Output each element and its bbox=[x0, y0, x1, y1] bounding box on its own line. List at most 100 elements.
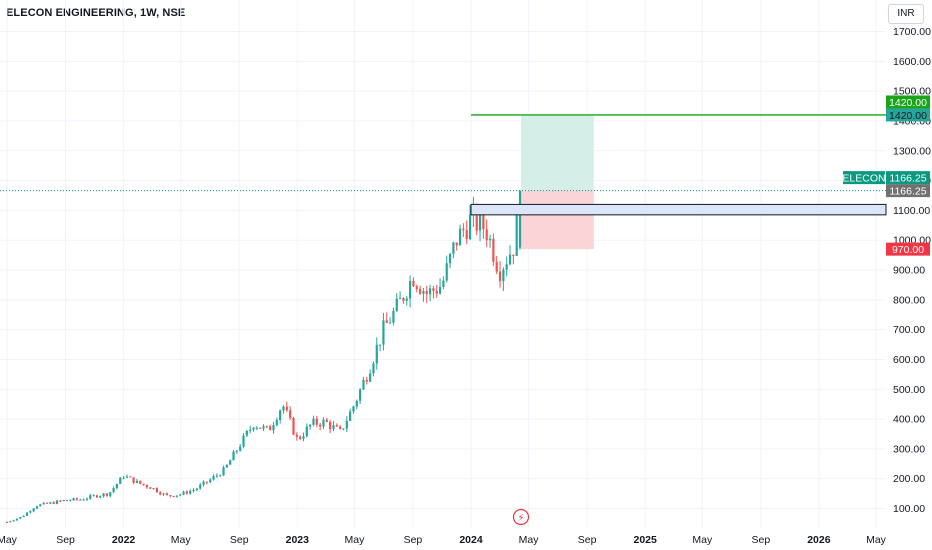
candle-body bbox=[29, 511, 32, 513]
candle-body bbox=[85, 498, 89, 500]
x-tick-label: Sep bbox=[56, 534, 75, 546]
candle-body bbox=[395, 298, 398, 311]
candle-body bbox=[232, 451, 235, 461]
candle-body bbox=[189, 490, 192, 494]
candle-body bbox=[15, 518, 19, 521]
candle-body bbox=[65, 500, 69, 502]
support-zone-box[interactable] bbox=[470, 203, 887, 216]
candle-body bbox=[365, 379, 368, 382]
candle-body bbox=[352, 406, 355, 412]
candle-body bbox=[242, 435, 245, 447]
candle-body bbox=[122, 477, 125, 479]
candle-body bbox=[142, 483, 145, 485]
candle-body bbox=[99, 496, 102, 498]
currency-selector[interactable]: INR bbox=[888, 4, 924, 24]
candle-body bbox=[468, 214, 472, 239]
candle-body bbox=[482, 213, 485, 230]
lightning-icon: ⚡ bbox=[517, 513, 524, 524]
candle-body bbox=[422, 291, 425, 294]
candle-body bbox=[349, 411, 352, 421]
candle-body bbox=[155, 488, 159, 493]
candle-body bbox=[432, 288, 435, 291]
candle-body bbox=[372, 363, 375, 374]
candle-body bbox=[415, 286, 418, 289]
candle-body bbox=[342, 428, 345, 430]
x-tick-label: Sep bbox=[751, 534, 770, 546]
candle-body bbox=[115, 483, 119, 489]
candle-body bbox=[225, 464, 228, 468]
candle-body bbox=[462, 228, 465, 231]
candle-body bbox=[92, 495, 95, 497]
profit-zone bbox=[520, 114, 594, 191]
candle-body bbox=[162, 493, 165, 495]
candle-body bbox=[322, 419, 325, 427]
y-tick-label: 800.00 bbox=[893, 294, 925, 306]
candle-body bbox=[212, 476, 215, 480]
price-axis[interactable]: 100.00 200.00 300.00 400.00 500.00 600.00 700.… bbox=[893, 26, 931, 515]
candle-body bbox=[355, 400, 358, 407]
price-label-badge bbox=[886, 171, 930, 185]
candle-body bbox=[62, 500, 65, 502]
candle-body bbox=[5, 521, 9, 523]
candle-body bbox=[135, 480, 139, 483]
price-label-value: 1166.25 bbox=[889, 172, 926, 184]
candle-body bbox=[262, 426, 265, 429]
y-tick-label: 1100.00 bbox=[893, 205, 930, 217]
candle-body bbox=[192, 489, 195, 491]
y-tick-label: 500.00 bbox=[893, 384, 925, 396]
candle-body bbox=[418, 288, 422, 294]
drawing-overlays[interactable]: ⚡ bbox=[0, 114, 887, 526]
y-tick-label: 700.00 bbox=[893, 324, 925, 336]
x-tick-label: 2026 bbox=[807, 534, 831, 546]
candle-body bbox=[455, 242, 458, 246]
candle-body bbox=[205, 481, 208, 483]
candle-body bbox=[315, 418, 318, 425]
candle-body bbox=[452, 242, 455, 254]
candle-body bbox=[302, 436, 305, 439]
symbol-tag-label: ELECON bbox=[842, 172, 885, 184]
x-tick-label: May bbox=[0, 534, 18, 546]
y-tick-label: 600.00 bbox=[893, 354, 925, 366]
x-tick-label: 2024 bbox=[459, 534, 483, 546]
candle-body bbox=[458, 228, 462, 246]
candle-body bbox=[515, 214, 518, 256]
y-tick-label: 1600.00 bbox=[893, 56, 931, 68]
candle-body bbox=[182, 491, 185, 495]
price-label-badge bbox=[886, 242, 930, 256]
event-marker-icon[interactable] bbox=[512, 508, 530, 526]
candle-body bbox=[45, 502, 49, 504]
x-tick-label: 2025 bbox=[634, 534, 658, 546]
x-tick-label: Sep bbox=[404, 534, 423, 546]
candle-body bbox=[425, 291, 428, 295]
candle-body bbox=[202, 481, 205, 485]
price-label-value: 1420.00 bbox=[889, 97, 927, 109]
candle-body bbox=[185, 491, 188, 494]
candle-body bbox=[209, 479, 212, 483]
candle-body bbox=[152, 488, 155, 490]
candle-body bbox=[25, 512, 29, 516]
x-tick-label: Sep bbox=[230, 534, 249, 546]
candle-body bbox=[309, 424, 312, 427]
y-tick-label: 1700.00 bbox=[893, 26, 931, 38]
candle-body bbox=[292, 417, 295, 435]
position-zones bbox=[520, 114, 594, 250]
candle-body bbox=[199, 484, 202, 489]
candle-body bbox=[255, 427, 258, 429]
candle-body bbox=[172, 496, 175, 498]
candle-body bbox=[109, 492, 112, 496]
time-axis[interactable]: May Sep 2022 May Sep 2023 May Sep 2024 May Sep 2025… bbox=[0, 534, 887, 546]
candle-body bbox=[269, 426, 272, 431]
candle-body bbox=[39, 504, 42, 507]
candle-body bbox=[95, 495, 99, 498]
y-tick-label: 1300.00 bbox=[893, 145, 931, 157]
x-tick-label: Sep bbox=[578, 534, 597, 546]
price-label-badge bbox=[886, 95, 930, 109]
candle-body bbox=[385, 320, 388, 323]
candle-body bbox=[72, 498, 75, 501]
candle-body bbox=[495, 261, 498, 272]
candle-body bbox=[105, 493, 109, 496]
candle-body bbox=[69, 500, 72, 502]
x-tick-label: 2022 bbox=[112, 534, 136, 546]
